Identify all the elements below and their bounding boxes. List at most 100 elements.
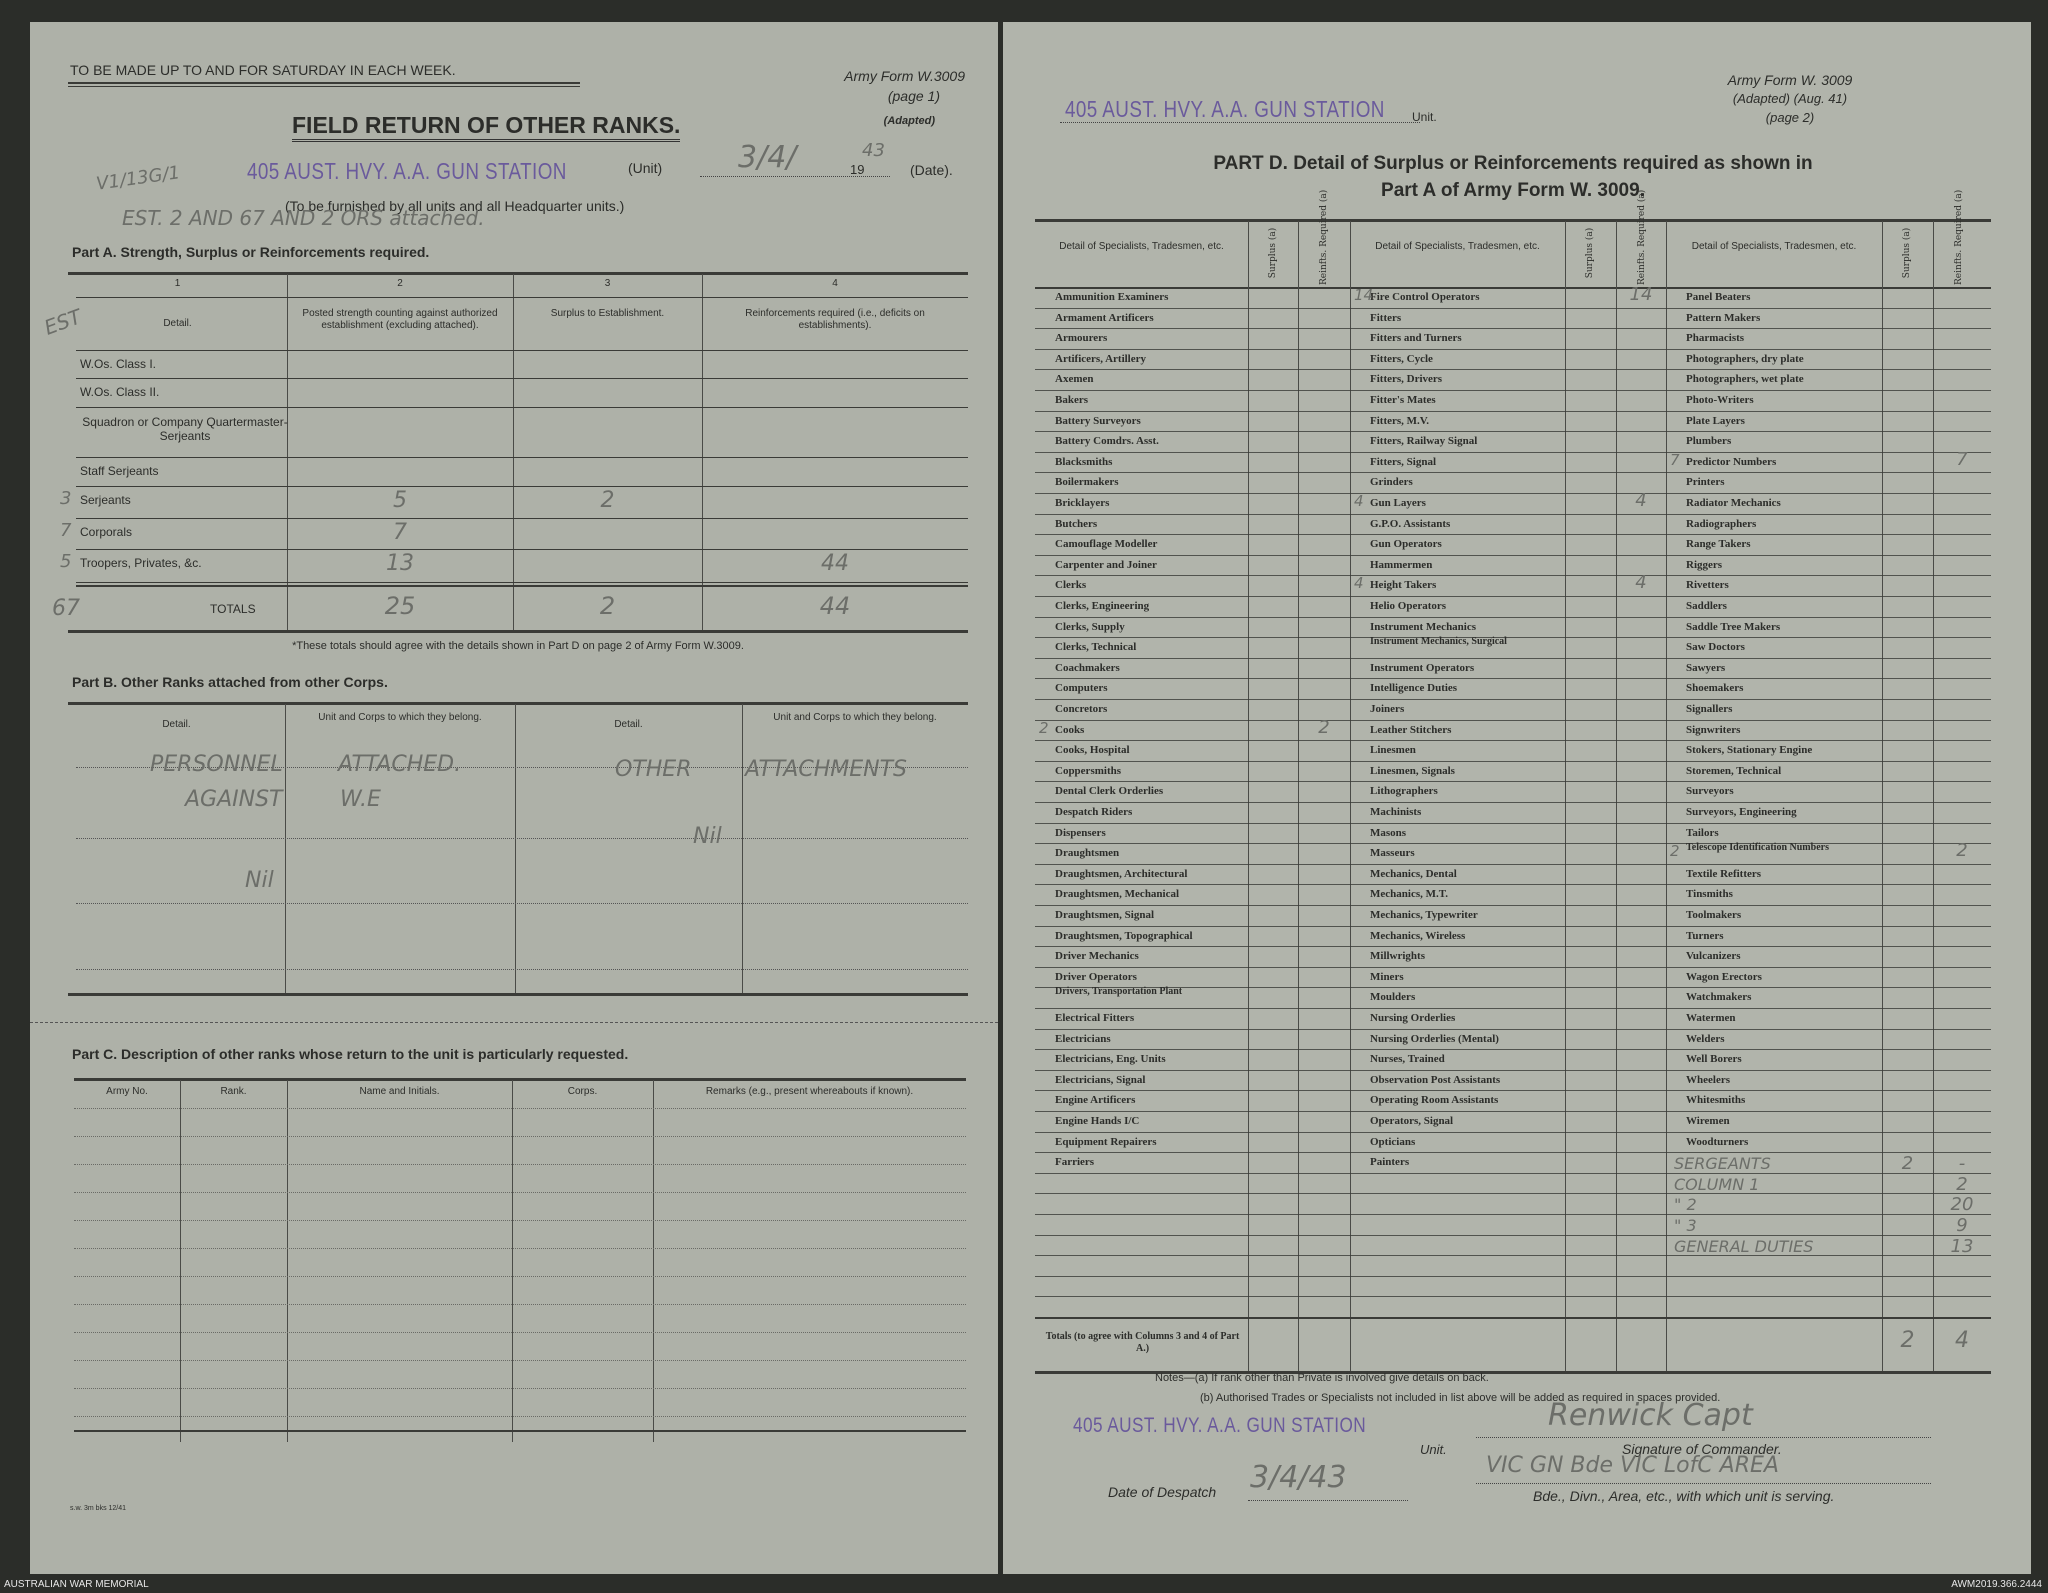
row-line — [74, 1136, 966, 1137]
table-rule — [68, 993, 968, 996]
row-line — [1666, 1172, 1991, 1174]
specialist-row-label: Driver Mechanics — [1055, 950, 1139, 963]
column-header: Name and Initials. — [359, 1086, 440, 1097]
specialist-row-label: Height Takers — [1370, 579, 1437, 592]
row-line — [74, 1220, 966, 1221]
specialist-row-label: Pharmacists — [1686, 332, 1745, 345]
specialist-row-label: Vulcanizers — [1686, 950, 1741, 963]
perforation-line — [30, 1022, 998, 1023]
column-header-reinforcements: Reinfts. Required (a) — [1319, 189, 1329, 285]
part-b-handwritten: W.E — [340, 787, 381, 812]
row-line — [1035, 966, 1350, 968]
part-b-handwritten: ATTACHED. — [338, 752, 462, 777]
specialist-row-label: Engine Artificers — [1055, 1094, 1136, 1107]
row-line — [74, 1332, 966, 1333]
row-line — [1666, 781, 1991, 783]
row-line — [1035, 1193, 1350, 1195]
row-line — [1350, 905, 1666, 906]
row-line — [76, 582, 968, 583]
column-divider — [287, 1080, 288, 1442]
specialist-row-label: Textile Refitters — [1686, 867, 1762, 880]
total-posted-value: 25 — [384, 592, 416, 620]
column-header: Posted strength counting against authori… — [302, 308, 498, 331]
row-line — [1666, 554, 1991, 556]
row-line — [1035, 307, 1350, 309]
row-line — [1666, 884, 1991, 886]
row-line — [74, 1276, 966, 1277]
row-margin-handwritten: 2 — [1670, 842, 1680, 861]
row-line — [1035, 925, 1350, 927]
row-line — [1035, 843, 1350, 845]
row-line — [76, 767, 968, 768]
form-page: (page 1) — [887, 88, 940, 104]
specialist-row-label: Pattern Makers — [1686, 311, 1761, 324]
row-line — [1035, 348, 1350, 350]
specialist-row-label: Fitters — [1370, 311, 1402, 324]
row-margin-handwritten: 4 — [1354, 574, 1364, 593]
row-line — [1350, 616, 1666, 618]
specialist-row-label: Mechanics, Dental — [1370, 867, 1457, 880]
specialist-row-label: Turners — [1686, 929, 1724, 942]
specialist-row-label: Fitters, Railway Signal — [1370, 435, 1478, 448]
specialist-row-label: Drivers, Transportation Plant — [1055, 986, 1183, 998]
row-line — [1350, 1214, 1666, 1215]
specialist-row-label: Artificers, Artillery — [1055, 352, 1147, 365]
specialist-row-label: Farriers — [1055, 1156, 1095, 1169]
part-b-handwritten: ATTACHMENTS — [745, 757, 908, 782]
table-rule — [1035, 287, 1991, 289]
row-line — [1035, 760, 1350, 762]
row-line — [1350, 431, 1666, 433]
column-header-surplus: Surplus (a) — [1268, 227, 1278, 279]
column-header-detail: Detail of Specialists, Tradesmen, etc. — [1375, 241, 1540, 252]
divider — [68, 82, 580, 84]
row-line — [1666, 1049, 1991, 1051]
row-line — [1035, 1008, 1350, 1009]
row-line — [1666, 348, 1991, 350]
row-line — [1350, 1234, 1666, 1236]
specialist-row-label: Stokers, Stationary Engine — [1686, 744, 1813, 757]
specialist-row-label: Despatch Riders — [1055, 806, 1133, 818]
reinforcements-value: 7 — [1956, 448, 1968, 470]
row-line — [1666, 987, 1991, 989]
specialist-row-label: Range Takers — [1686, 538, 1751, 551]
specialist-row-label: Plate Layers — [1686, 414, 1745, 427]
specialist-row-label: Fitters, Cycle — [1370, 352, 1433, 365]
specialist-row-label: Mechanics, Typewriter — [1370, 909, 1478, 921]
specialist-row-label: Riggers — [1686, 558, 1723, 571]
column-number: 2 — [397, 278, 403, 289]
row-line — [1666, 1069, 1991, 1071]
column-divider — [287, 274, 288, 630]
specialist-row-label: Dental Clerk Orderlies — [1055, 785, 1164, 798]
row-line — [1035, 575, 1350, 577]
row-line — [1035, 493, 1350, 494]
row-line — [1035, 1172, 1350, 1174]
row-line — [1666, 1131, 1991, 1133]
surplus-value: 2 — [600, 488, 615, 513]
row-line — [1350, 1069, 1666, 1071]
row-line — [1350, 822, 1666, 824]
specialist-row-label: Joiners — [1370, 703, 1405, 715]
row-line — [1035, 534, 1350, 536]
specialist-row-label: Tinsmiths — [1686, 888, 1733, 901]
specialist-row-label: Painters — [1370, 1156, 1410, 1169]
row-line — [1035, 802, 1350, 803]
despatch-date-handwritten: 3/4/43 — [1250, 1460, 1347, 1495]
specialist-row-label: Dispensers — [1055, 826, 1106, 839]
row-line — [1350, 1193, 1666, 1195]
specialist-row-label: Fitters, Signal — [1370, 455, 1436, 468]
row-line — [1350, 1049, 1666, 1051]
row-margin-handwritten: 2 — [1039, 718, 1049, 737]
added-row-reinforcements: - — [1958, 1153, 1966, 1175]
part-a-row-detail: Serjeants — [80, 493, 131, 507]
form-page-2 — [1003, 22, 2031, 1574]
added-row-label: COLUMN 1 — [1674, 1174, 1760, 1194]
row-line — [1350, 1028, 1666, 1030]
row-margin-handwritten: 4 — [1354, 492, 1364, 510]
row-line — [1350, 678, 1666, 680]
specialist-row-label: Opticians — [1370, 1135, 1416, 1148]
row-line — [1350, 1296, 1666, 1298]
row-line — [1666, 307, 1991, 309]
row-line — [1666, 390, 1991, 391]
row-line — [1350, 802, 1666, 803]
part-b-handwritten: AGAINST — [185, 787, 283, 812]
